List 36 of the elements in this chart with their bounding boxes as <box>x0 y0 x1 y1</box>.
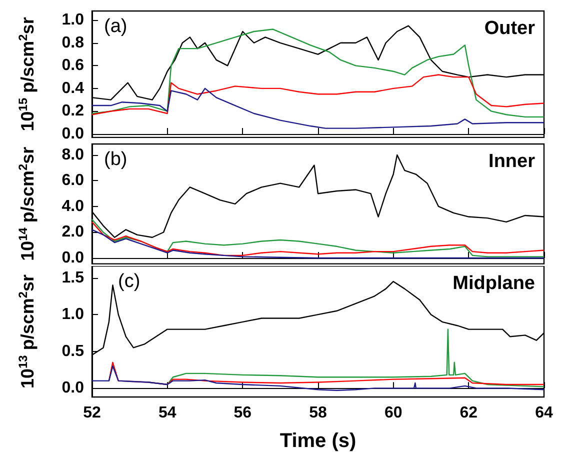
line-series <box>91 229 545 259</box>
y-tick-label: 0.2 <box>62 102 84 120</box>
y-tick-label: 1.0 <box>62 306 84 324</box>
y-tick-label: 2.0 <box>62 224 84 241</box>
y-tick-label: 0.4 <box>62 80 84 97</box>
annotation: Midplane <box>452 273 536 294</box>
y-tick-label: 6.0 <box>62 172 84 190</box>
x-tick-label: 58 <box>309 404 327 422</box>
y-tick-label: 0.0 <box>62 380 84 397</box>
y-tick-label: 0.5 <box>62 342 84 360</box>
line-series <box>91 365 545 391</box>
y-tick-label: 4.0 <box>62 198 84 215</box>
x-tick-label: 60 <box>384 404 402 422</box>
x-axis-title: Time (s) <box>280 430 356 452</box>
y-tick-label: 0.0 <box>62 250 84 266</box>
y-tick-label: 1.5 <box>62 269 84 286</box>
y-tick-label: 0.0 <box>62 126 84 142</box>
y-axis-title: 1014 p/scm2sr <box>16 146 38 261</box>
x-tick-label: 64 <box>535 404 553 422</box>
y-axis-title: 1013 p/scm2sr <box>16 274 38 389</box>
x-tick-label: 54 <box>158 404 176 422</box>
y-axis-title: 1015 p/scm2sr <box>16 17 38 132</box>
annotation: (c) <box>118 271 140 292</box>
y-tick-label: 0.6 <box>62 57 84 74</box>
y-tick-label: 0.8 <box>62 34 84 52</box>
annotation: (a) <box>104 16 128 37</box>
line-series <box>91 88 545 129</box>
annotation: Inner <box>488 151 536 172</box>
line-series <box>91 74 545 116</box>
annotation: Outer <box>484 18 536 39</box>
x-tick-label: 52 <box>83 404 101 422</box>
x-tick-label: 62 <box>460 404 478 422</box>
y-tick-label: 1.0 <box>62 12 84 29</box>
x-tick-label: 56 <box>234 404 252 422</box>
annotation: (b) <box>104 149 128 170</box>
y-tick-label: 8.0 <box>62 146 84 164</box>
